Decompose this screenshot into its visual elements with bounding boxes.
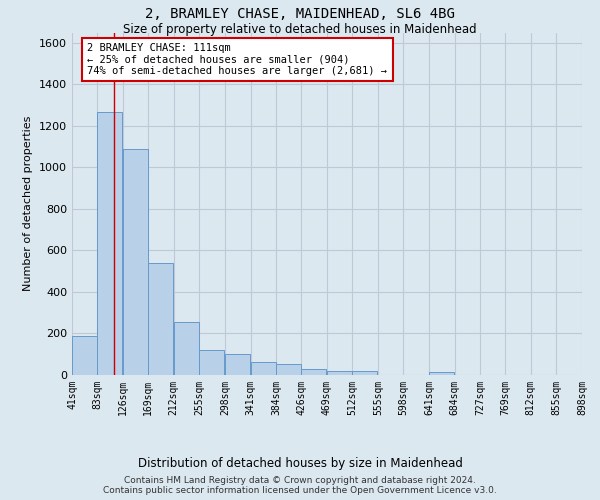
Bar xyxy=(301,369,326,375)
Bar xyxy=(97,112,122,375)
Bar xyxy=(174,322,199,375)
Bar xyxy=(72,336,97,375)
Y-axis label: Number of detached properties: Number of detached properties xyxy=(23,116,34,292)
Bar xyxy=(327,371,352,375)
Text: Contains HM Land Registry data © Crown copyright and database right 2024.
Contai: Contains HM Land Registry data © Crown c… xyxy=(103,476,497,495)
Text: Size of property relative to detached houses in Maidenhead: Size of property relative to detached ho… xyxy=(123,22,477,36)
Bar xyxy=(122,148,148,375)
Bar xyxy=(199,350,224,375)
Bar xyxy=(429,372,454,375)
Text: 2, BRAMLEY CHASE, MAIDENHEAD, SL6 4BG: 2, BRAMLEY CHASE, MAIDENHEAD, SL6 4BG xyxy=(145,8,455,22)
Bar xyxy=(225,354,250,375)
Bar xyxy=(148,263,173,375)
Bar xyxy=(251,362,275,375)
Bar xyxy=(276,364,301,375)
Bar xyxy=(352,371,377,375)
Text: Distribution of detached houses by size in Maidenhead: Distribution of detached houses by size … xyxy=(137,458,463,470)
Text: 2 BRAMLEY CHASE: 111sqm
← 25% of detached houses are smaller (904)
74% of semi-d: 2 BRAMLEY CHASE: 111sqm ← 25% of detache… xyxy=(88,43,388,76)
